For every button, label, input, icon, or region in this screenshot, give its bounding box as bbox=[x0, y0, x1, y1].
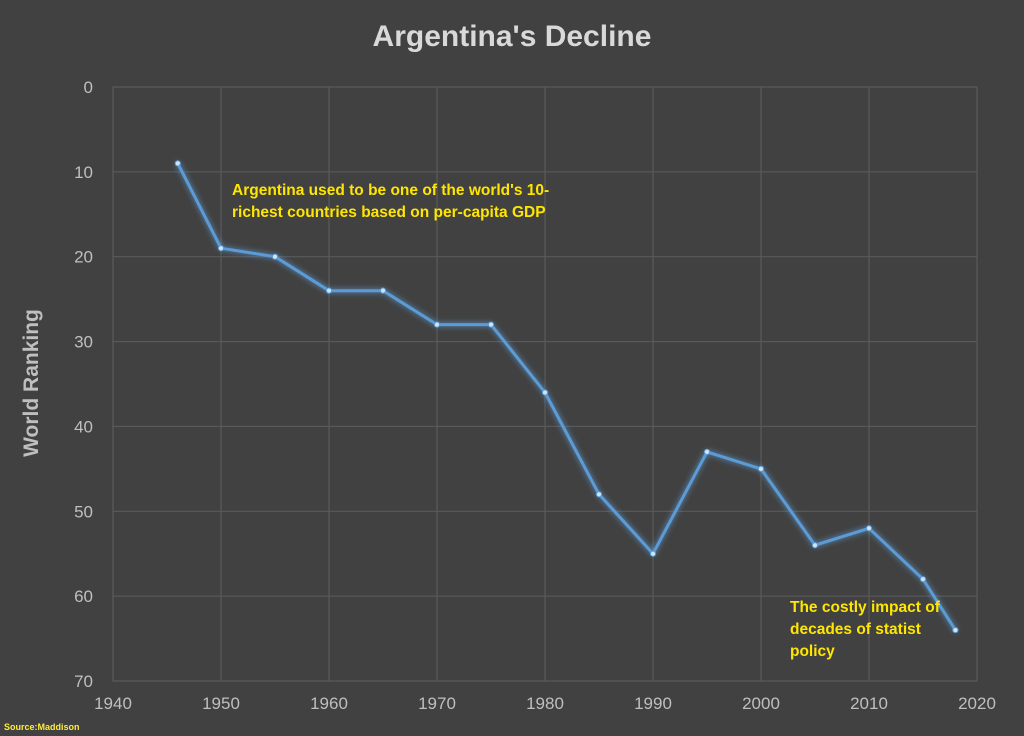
annotation-top: Argentina used to be one of the world's … bbox=[232, 182, 550, 221]
data-point bbox=[487, 321, 495, 328]
y-tick-label: 70 bbox=[74, 672, 93, 691]
data-point bbox=[919, 576, 927, 583]
data-point bbox=[952, 626, 959, 634]
y-tick-label: 10 bbox=[74, 163, 93, 182]
data-point bbox=[271, 253, 279, 260]
data-point bbox=[595, 491, 603, 498]
x-tick-label: 1990 bbox=[634, 694, 672, 713]
x-tick-label: 2020 bbox=[958, 694, 996, 713]
data-point bbox=[174, 160, 181, 167]
data-point bbox=[325, 287, 333, 294]
data-point bbox=[703, 448, 711, 455]
y-tick-label: 20 bbox=[74, 248, 93, 267]
x-tick-label: 1940 bbox=[94, 694, 132, 713]
grid bbox=[112, 86, 978, 682]
x-tick-label: 1950 bbox=[202, 694, 240, 713]
y-tick-label: 30 bbox=[74, 333, 93, 352]
data-point bbox=[865, 525, 873, 532]
y-tick-label: 60 bbox=[74, 587, 93, 606]
chart-title: Argentina's Decline bbox=[372, 20, 652, 53]
tick-labels: 1940 1950 1960 1970 1980 1990 2000 2010 2020 0 10 2… bbox=[74, 78, 996, 713]
y-tick-label: 0 bbox=[84, 78, 93, 97]
x-tick-label: 1960 bbox=[310, 694, 348, 713]
series-line-path bbox=[176, 161, 957, 632]
y-tick-label: 50 bbox=[74, 502, 93, 521]
y-tick-label: 40 bbox=[74, 417, 93, 436]
x-tick-label: 1980 bbox=[526, 694, 564, 713]
x-tick-label: 2010 bbox=[850, 694, 888, 713]
data-point bbox=[811, 542, 819, 549]
annotation-bottom: The costly impact of decades of statist … bbox=[790, 599, 940, 660]
data-point bbox=[649, 550, 657, 557]
series-line bbox=[174, 160, 959, 634]
data-point bbox=[217, 245, 225, 252]
x-tick-label: 1970 bbox=[418, 694, 456, 713]
data-point bbox=[379, 287, 387, 294]
data-point bbox=[757, 465, 765, 472]
source-note: Source:Maddison bbox=[4, 722, 80, 732]
data-point bbox=[541, 389, 549, 396]
data-point bbox=[433, 321, 441, 328]
x-tick-label: 2000 bbox=[742, 694, 780, 713]
